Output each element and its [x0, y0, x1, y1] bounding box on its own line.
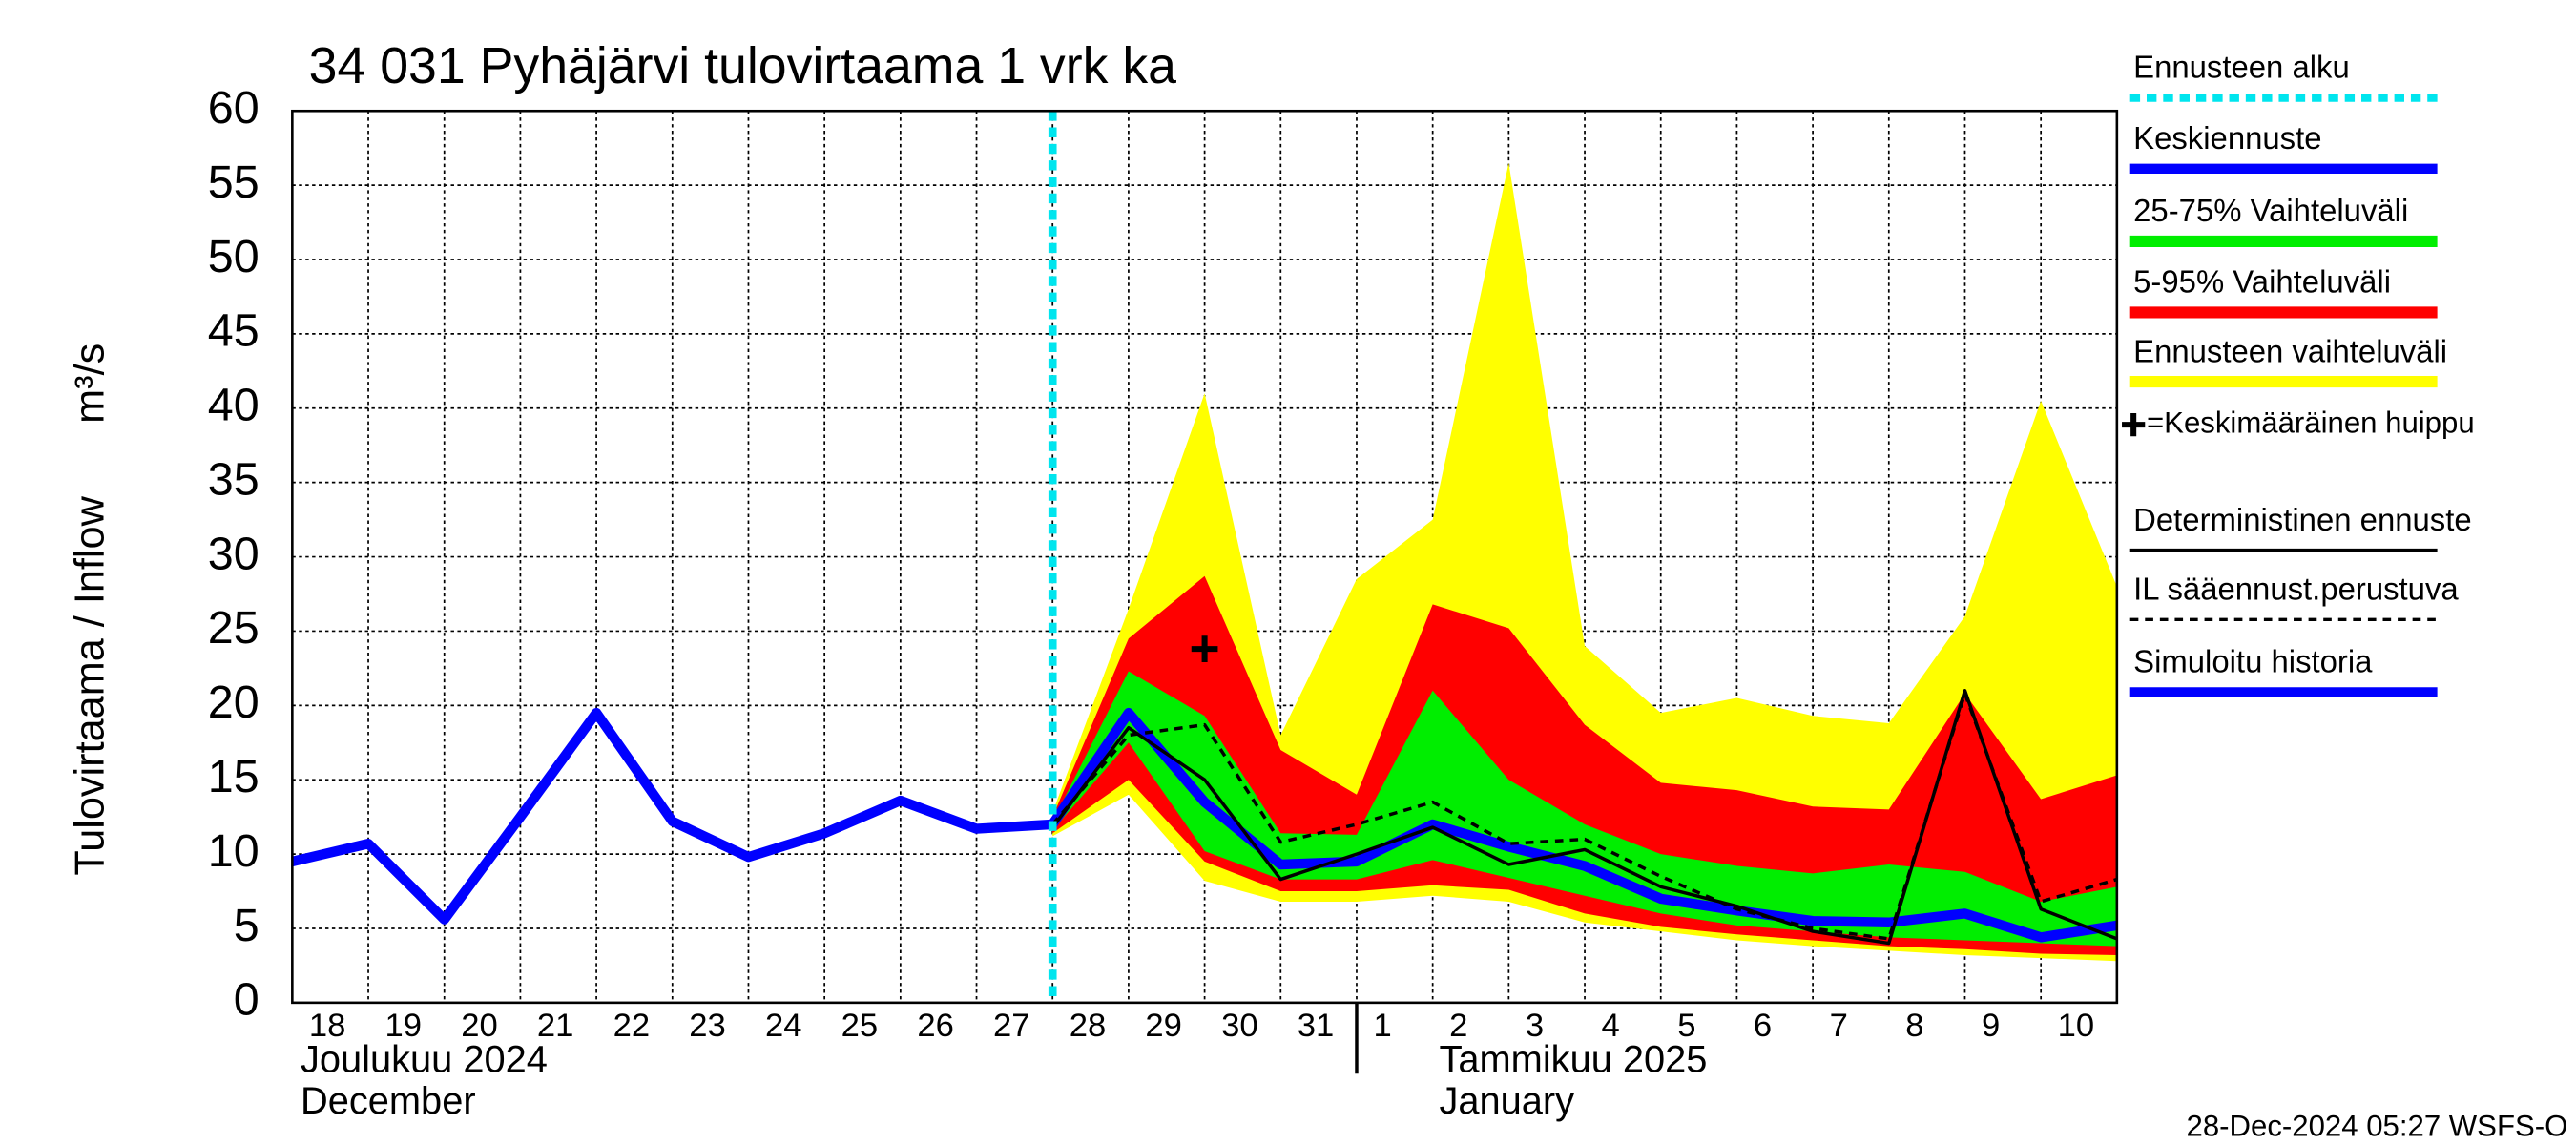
- x-tick-label: 19: [385, 1008, 423, 1044]
- line: [1048, 707, 2118, 943]
- peak-marker: [1191, 635, 1218, 662]
- y-tick-label: 30: [208, 528, 260, 579]
- chart-title: 34 031 Pyhäjärvi tulovirtaama 1 vrk ka: [309, 37, 1177, 94]
- x-tick-label: 25: [841, 1008, 879, 1044]
- x-tick-label: 1: [1374, 1008, 1392, 1044]
- x-tick-label: 8: [1905, 1008, 1923, 1044]
- x-tick-label: 21: [537, 1008, 574, 1044]
- legend-marker: [2122, 412, 2146, 437]
- legend-label: 5-95% Vaihteluväli: [2133, 264, 2391, 300]
- legend-label: Ennusteen alku: [2133, 50, 2350, 85]
- month-label: Tammikuu 2025: [1440, 1039, 1708, 1081]
- line: [291, 707, 1053, 925]
- plot-frame: [291, 109, 2119, 1005]
- x-tick-label: 28: [1070, 1008, 1107, 1044]
- x-tick-label: 30: [1221, 1008, 1258, 1044]
- legend-label: =Keskimääräinen huippu: [2147, 406, 2475, 439]
- x-tick-label: 4: [1602, 1008, 1620, 1044]
- band: [1052, 671, 2117, 947]
- x-tick-label: 31: [1298, 1008, 1335, 1044]
- x-tick-label: 6: [1754, 1008, 1772, 1044]
- line: [1050, 692, 2118, 941]
- legend-label: 25-75% Vaihteluväli: [2133, 193, 2408, 228]
- y-tick-label: 10: [208, 825, 260, 877]
- legend-label: Simuloitu historia: [2133, 644, 2373, 679]
- legend-label: Keskiennuste: [2133, 120, 2321, 156]
- x-tick-label: 10: [2058, 1008, 2095, 1044]
- y-tick-label: 0: [234, 974, 260, 1026]
- y-tick-label: 20: [208, 677, 260, 728]
- x-tick-label: 22: [613, 1008, 651, 1044]
- y-tick-label: 35: [208, 453, 260, 505]
- y-tick-label: 45: [208, 305, 260, 357]
- x-tick-label: 7: [1830, 1008, 1848, 1044]
- y-tick-label: 40: [208, 380, 260, 431]
- y-label: Tulovirtaama / Inflow: [67, 495, 113, 875]
- x-tick-label: 9: [1982, 1008, 2000, 1044]
- y-unit: m³/s: [67, 344, 113, 424]
- y-tick-label: 50: [208, 231, 260, 282]
- x-tick-label: 18: [309, 1008, 346, 1044]
- legend-label: IL sääennust.perustuva: [2133, 572, 2459, 607]
- month-label: December: [301, 1080, 476, 1122]
- footer: 28-Dec-2024 05:27 WSFS-O: [2187, 1110, 2568, 1143]
- x-tick-label: 23: [689, 1008, 726, 1044]
- legend-label: Deterministinen ennuste: [2133, 502, 2472, 537]
- band: [1052, 162, 2117, 962]
- legend-label: Ennusteen vaihteluväli: [2133, 333, 2447, 368]
- y-tick-label: 5: [234, 900, 260, 951]
- x-tick-label: 5: [1677, 1008, 1695, 1044]
- x-tick-label: 26: [917, 1008, 954, 1044]
- y-tick-label: 55: [208, 156, 260, 208]
- x-tick-label: 27: [993, 1008, 1030, 1044]
- x-tick-label: 20: [461, 1008, 498, 1044]
- x-tick-label: 3: [1526, 1008, 1544, 1044]
- month-label: January: [1440, 1080, 1575, 1122]
- x-tick-label: 29: [1145, 1008, 1182, 1044]
- month-label: Joulukuu 2024: [301, 1039, 548, 1081]
- x-tick-label: 2: [1449, 1008, 1467, 1044]
- y-tick-label: 60: [208, 82, 260, 134]
- x-tick-label: 24: [765, 1008, 802, 1044]
- y-tick-label: 15: [208, 751, 260, 802]
- y-tick-label: 25: [208, 602, 260, 654]
